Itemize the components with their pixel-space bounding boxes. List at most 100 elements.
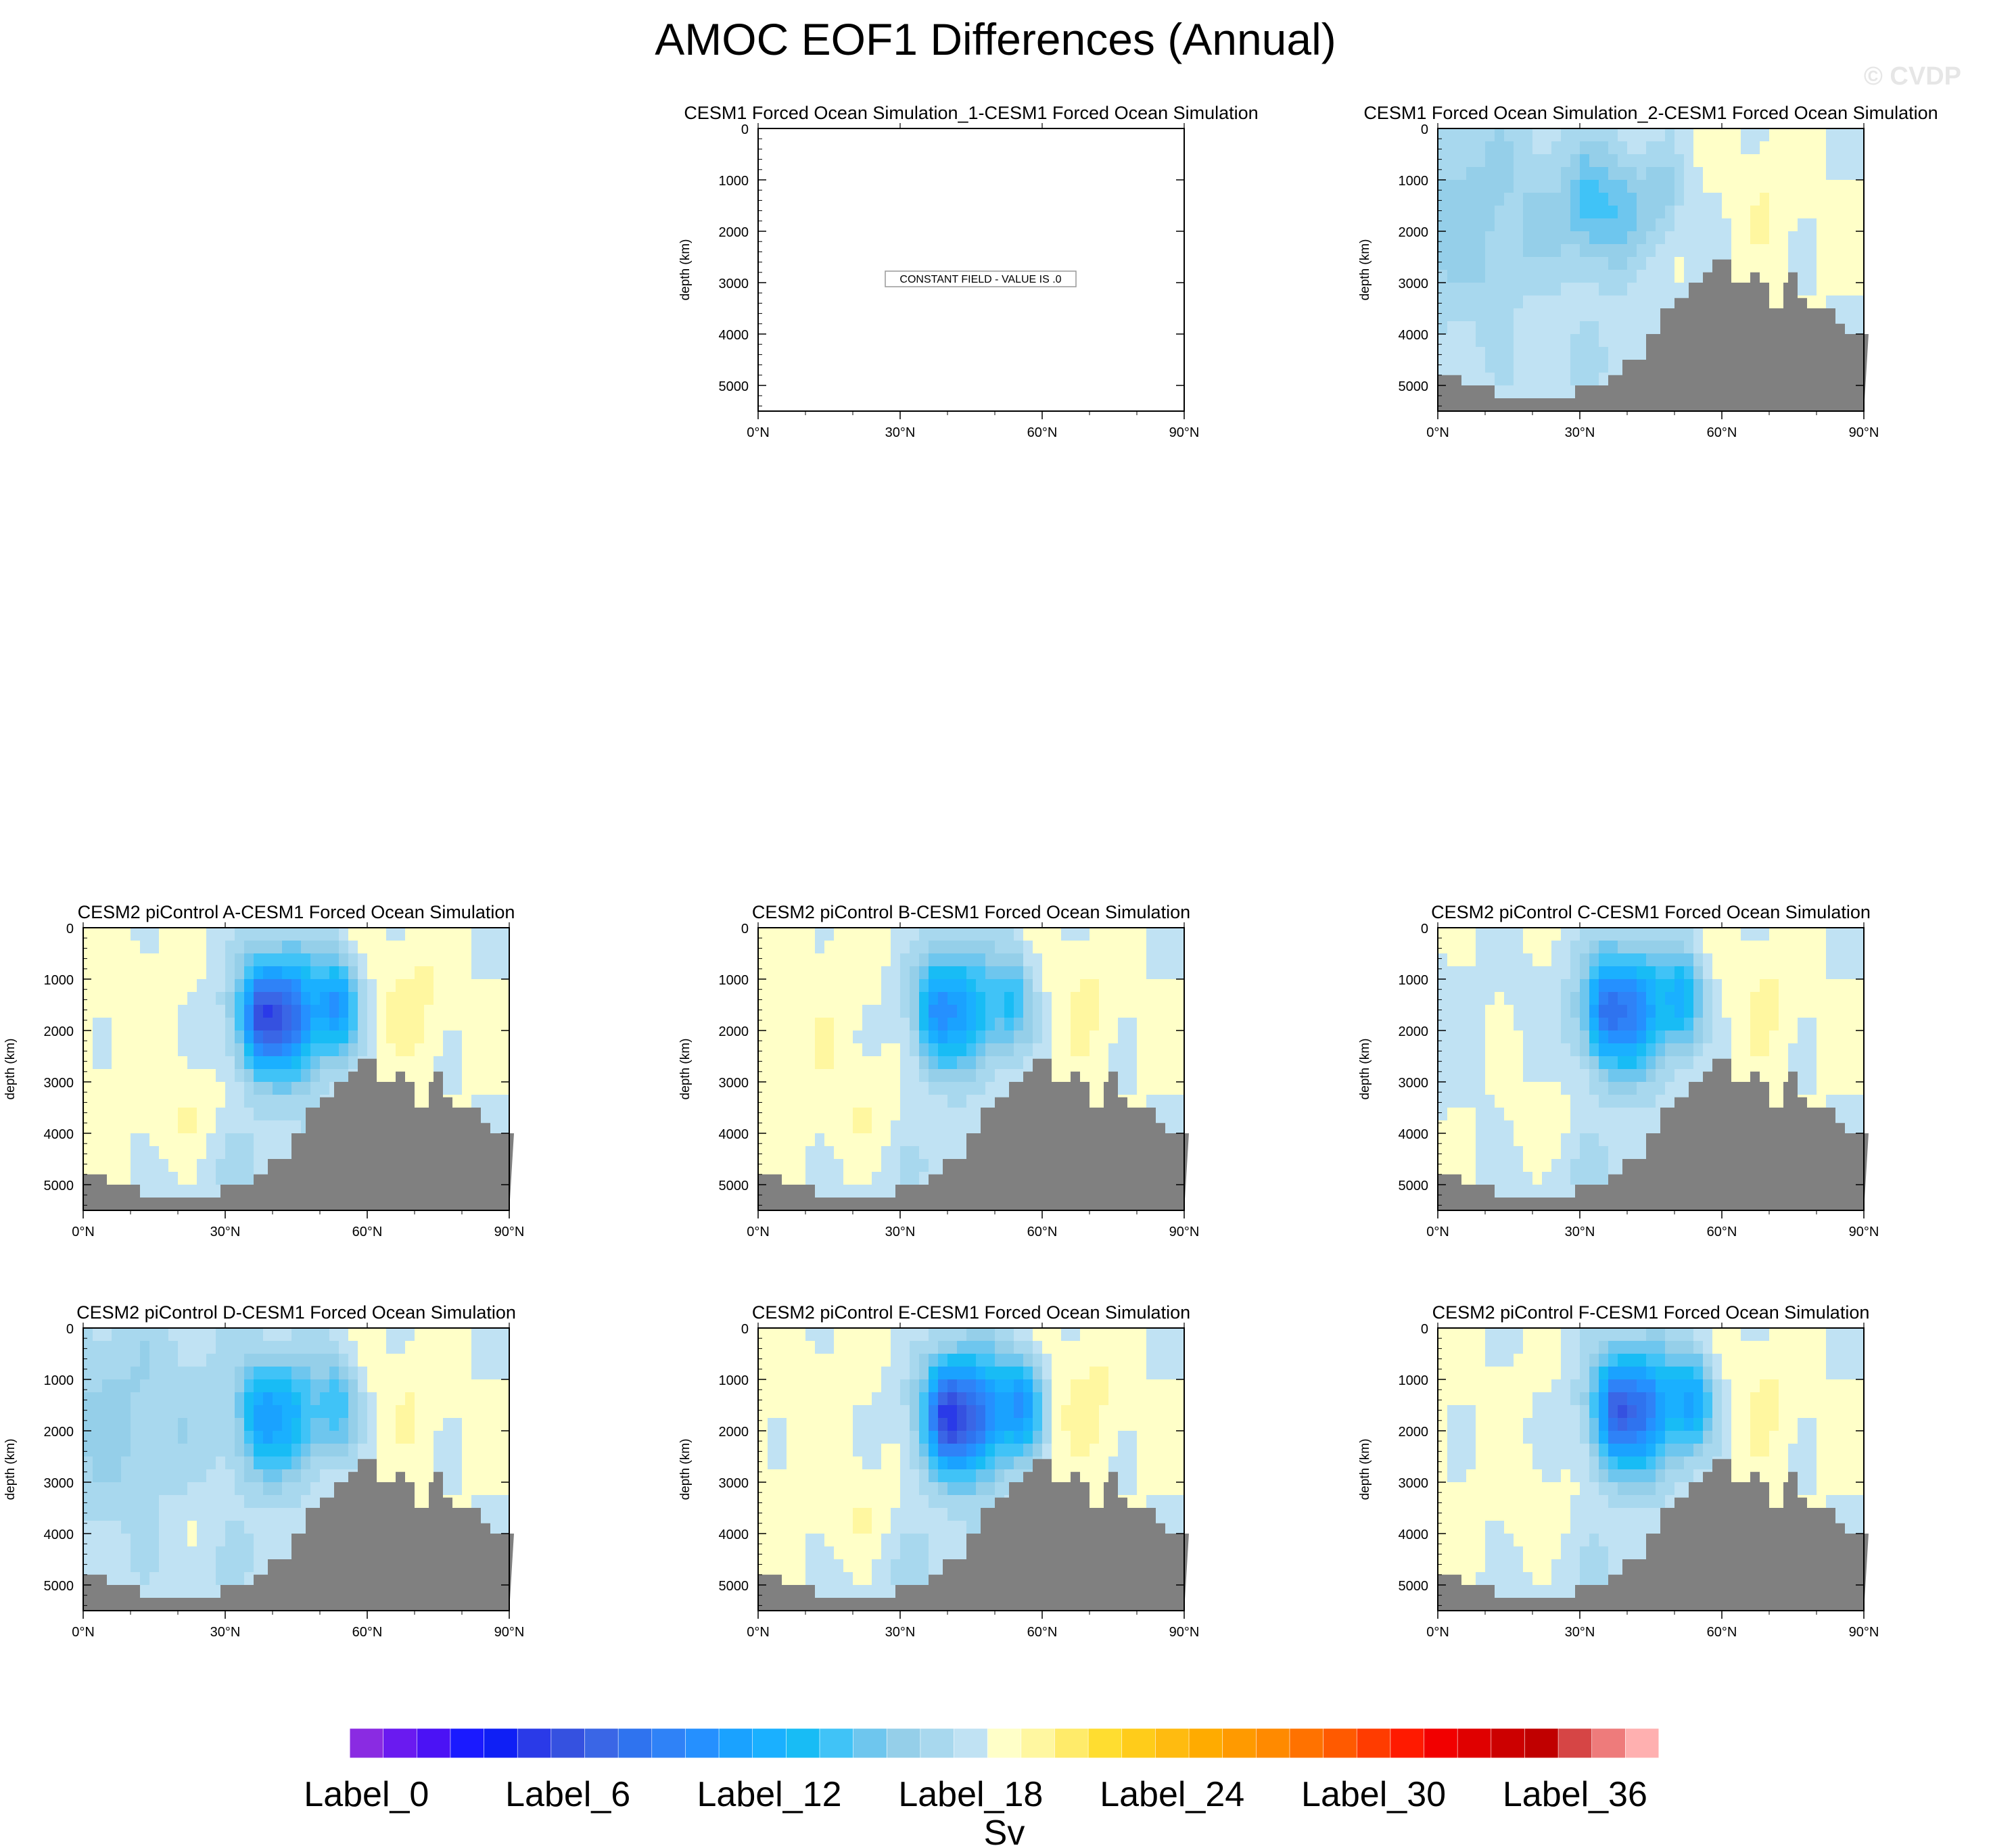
field-cell [254, 1030, 264, 1044]
field-cell [131, 1069, 141, 1083]
field-cell [149, 1185, 160, 1198]
field-cell [1523, 154, 1533, 168]
field-cell [263, 1095, 273, 1108]
field-cell [1788, 1030, 1798, 1044]
field-cell [1137, 1056, 1147, 1070]
field-cell [1589, 321, 1599, 335]
field-cell [1457, 128, 1467, 142]
field-cell [938, 1095, 948, 1108]
field-cell [1438, 953, 1448, 967]
field-cell [206, 1508, 216, 1521]
field-cell [1495, 1159, 1505, 1172]
field-cell [1542, 218, 1552, 232]
field-cell [121, 1056, 131, 1070]
field-cell [216, 1133, 226, 1147]
field-cell [1637, 941, 1647, 954]
field-cell [1788, 128, 1798, 142]
field-cell [1118, 1030, 1128, 1044]
field-cell [1618, 992, 1628, 1005]
field-cell [131, 979, 141, 993]
field-cell [1099, 1056, 1109, 1070]
field-cell [93, 1367, 103, 1380]
field-cell [1438, 992, 1448, 1005]
field-cell [1798, 1043, 1808, 1057]
field-cell [121, 1354, 131, 1367]
field-cell [1854, 966, 1865, 980]
field-cell [1514, 257, 1524, 270]
field-cell [206, 928, 216, 941]
field-cell [1788, 154, 1798, 168]
field-cell [1826, 167, 1836, 181]
field-cell [131, 1469, 141, 1483]
field-cell [263, 1418, 273, 1431]
field-cell [1447, 193, 1457, 206]
field-cell [187, 1418, 197, 1431]
field-cell [131, 953, 141, 967]
field-cell [1750, 1030, 1760, 1044]
field-cell [358, 1043, 368, 1057]
field-cell [1146, 928, 1156, 941]
field-cell [1542, 193, 1552, 206]
field-cell [1845, 966, 1855, 980]
y-tick-label: 2000 [1399, 225, 1429, 240]
field-cell [834, 966, 844, 980]
field-cell [834, 1159, 844, 1172]
field-cell [1684, 1069, 1694, 1083]
field-cell [339, 1379, 349, 1393]
field-cell [112, 1405, 122, 1419]
field-cell [1731, 244, 1741, 258]
field-cell [1042, 992, 1052, 1005]
field-cell [1551, 1159, 1562, 1172]
field-cell [140, 1341, 150, 1354]
field-cell [500, 1069, 510, 1083]
field-cell [500, 1005, 510, 1018]
field-cell [1703, 218, 1713, 232]
field-cell [1580, 992, 1590, 1005]
field-cell [273, 1120, 283, 1134]
field-cell [112, 1444, 122, 1457]
field-cell [1826, 283, 1836, 296]
field-cell [1466, 347, 1476, 360]
field-cell [1580, 1146, 1590, 1160]
field-cell [1674, 1082, 1685, 1095]
field-cell [881, 953, 891, 967]
field-cell [1684, 141, 1694, 155]
field-cell [1637, 979, 1647, 993]
field-cell [329, 1069, 339, 1083]
field-cell [216, 1469, 226, 1483]
field-cell [168, 1444, 179, 1457]
field-cell [320, 1030, 330, 1044]
field-cell [1447, 941, 1457, 954]
field-cell [187, 1120, 197, 1134]
field-cell [282, 928, 292, 941]
field-cell [452, 1005, 463, 1018]
field-cell [1826, 992, 1836, 1005]
field-cell [910, 1005, 920, 1018]
field-cell [1722, 206, 1732, 219]
field-cell [1693, 1056, 1704, 1070]
field-cell [1627, 218, 1637, 232]
field-cell [1835, 1056, 1846, 1070]
field-cell [329, 1431, 339, 1444]
field-cell [1627, 167, 1637, 181]
field-cell [1779, 193, 1789, 206]
field-cell [1042, 1043, 1052, 1057]
field-cell [1438, 283, 1448, 296]
field-cell [273, 1341, 283, 1354]
field-cell [83, 1521, 93, 1534]
field-cell [471, 1095, 482, 1108]
field-cell [1854, 941, 1865, 954]
field-cell [1570, 1172, 1580, 1185]
field-cell [853, 1043, 863, 1057]
field-cell [206, 1056, 216, 1070]
field-cell [1627, 1082, 1637, 1095]
field-cell [216, 1379, 226, 1393]
field-cell [178, 1405, 188, 1419]
field-cell [93, 1508, 103, 1521]
field-cell [178, 1159, 188, 1172]
field-cell [178, 1354, 188, 1367]
field-cell [1551, 295, 1562, 309]
field-cell [206, 1095, 216, 1108]
field-cell [1118, 992, 1128, 1005]
field-cell [1788, 1018, 1798, 1031]
